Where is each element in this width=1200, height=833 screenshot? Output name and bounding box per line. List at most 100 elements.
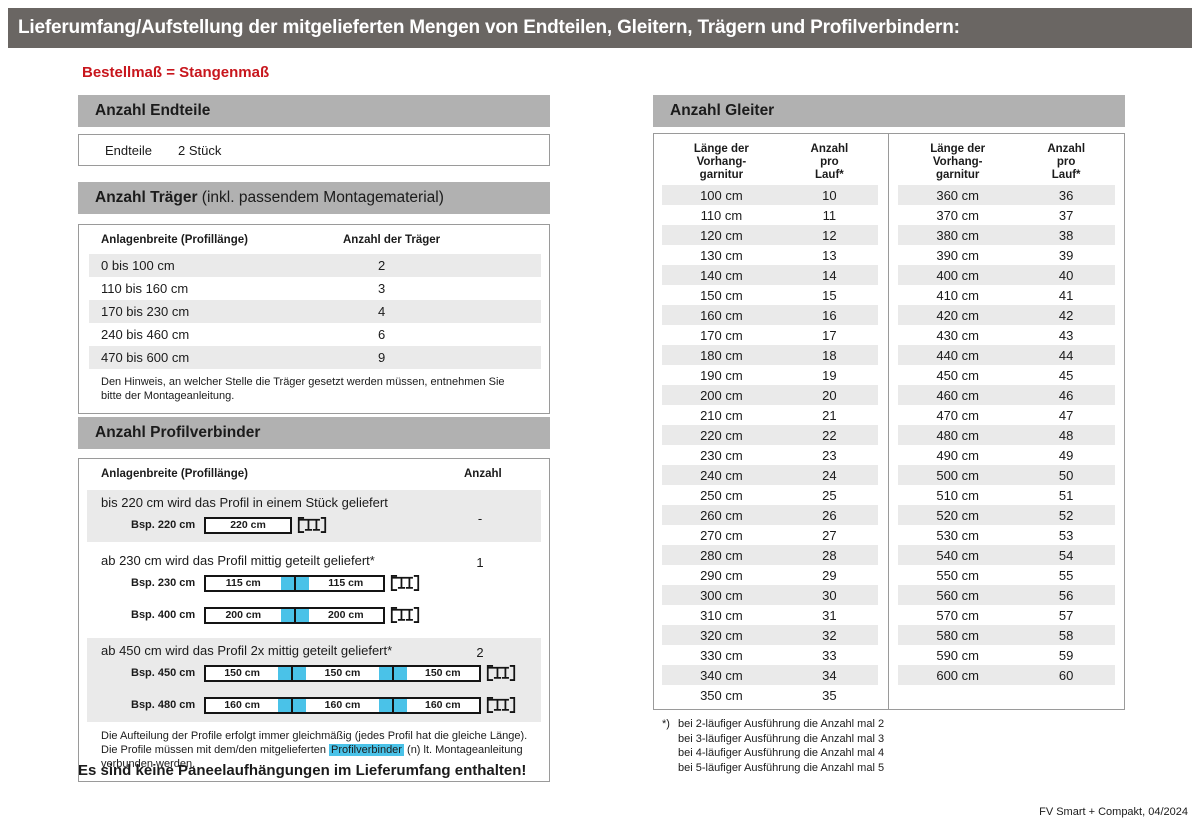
cell-length: 190 cm bbox=[700, 367, 743, 383]
cell-length: 260 cm bbox=[700, 507, 743, 523]
profile-section: ab 450 cm wird das Profil 2x mittig gete… bbox=[87, 638, 541, 722]
gleiter-rows-left: 100 cm 10 110 cm 11 120 cm 12 130 cm 13 140 cm 14… bbox=[654, 185, 888, 705]
section-title: Anzahl Träger bbox=[95, 189, 198, 206]
cell-length: 290 cm bbox=[700, 567, 743, 583]
section-header-endteile: Anzahl Endteile bbox=[78, 95, 550, 127]
segment-length: 115 cm bbox=[328, 576, 364, 589]
cell-length: 150 cm bbox=[700, 287, 743, 303]
table-row: 280 cm 28 bbox=[662, 545, 878, 565]
table-row: 110 cm 11 bbox=[662, 205, 878, 225]
profile-end-icon bbox=[486, 665, 516, 681]
cell-count: 23 bbox=[822, 447, 837, 463]
profile-bar: 220 cm bbox=[204, 516, 292, 534]
section-title: Anzahl Gleiter bbox=[670, 102, 775, 119]
cell-count: 10 bbox=[822, 187, 837, 203]
anzahl-value: - bbox=[477, 511, 483, 526]
cell-length: 490 cm bbox=[936, 447, 979, 463]
table-row: 570 cm 57 bbox=[898, 605, 1115, 625]
cell-length: 340 cm bbox=[700, 667, 743, 683]
cell-range: 240 bis 460 cm bbox=[101, 327, 190, 342]
connector-segment bbox=[378, 696, 407, 714]
table-row: 560 cm 56 bbox=[898, 585, 1115, 605]
cell-count: 9 bbox=[378, 350, 386, 365]
profile-bar: 200 cm 200 cm bbox=[204, 606, 385, 624]
cell-count: 35 bbox=[822, 687, 837, 703]
table-row: 360 cm 36 bbox=[898, 185, 1115, 205]
cell-range: 170 bis 230 cm bbox=[101, 304, 190, 319]
column-header-anlagenbreite: Anlagenbreite (Profillänge) bbox=[101, 234, 248, 246]
cell-length: 100 cm bbox=[700, 187, 743, 203]
cell-count: 13 bbox=[822, 247, 837, 263]
gleiter-table-right: Länge der Vorhang- garnitur Anzahl pro L… bbox=[890, 134, 1125, 709]
endteile-label: Endteile bbox=[105, 142, 152, 158]
table-row: 390 cm 39 bbox=[898, 245, 1115, 265]
cell-count: 55 bbox=[1058, 567, 1074, 583]
profile-section: ab 230 cm wird das Profil mittig geteilt… bbox=[87, 548, 541, 632]
endteile-box: Endteile 2 Stück bbox=[78, 134, 550, 166]
table-row: 540 cm 54 bbox=[898, 545, 1115, 565]
cell-length: 420 cm bbox=[936, 307, 979, 323]
table-row: 500 cm 50 bbox=[898, 465, 1115, 485]
segment-length: 200 cm bbox=[327, 608, 364, 621]
cell-length: 350 cm bbox=[700, 687, 743, 703]
cell-count: 44 bbox=[1058, 347, 1074, 363]
table-row: 400 cm 40 bbox=[898, 265, 1115, 285]
cell-length: 480 cm bbox=[936, 427, 979, 443]
table-row: 100 cm 10 bbox=[662, 185, 878, 205]
section-title: Anzahl Endteile bbox=[95, 102, 211, 119]
table-row: 200 cm 20 bbox=[662, 385, 878, 405]
profile-end-icon bbox=[390, 573, 420, 593]
cell-count: 27 bbox=[822, 527, 837, 543]
cell-length: 280 cm bbox=[700, 547, 743, 563]
order-size-note: Bestellmaß = Stangenmaß bbox=[82, 64, 270, 81]
segment-length: 150 cm bbox=[324, 666, 361, 679]
profile-end-icon bbox=[390, 575, 420, 591]
table-row: 520 cm 52 bbox=[898, 505, 1115, 525]
cell-count: 16 bbox=[822, 307, 837, 323]
table-row: 550 cm 55 bbox=[898, 565, 1115, 585]
table-row: 330 cm 33 bbox=[662, 645, 878, 665]
cell-count: 46 bbox=[1058, 387, 1074, 403]
table-row: 160 cm 16 bbox=[662, 305, 878, 325]
cell-count: 38 bbox=[1058, 227, 1074, 243]
connector-segment bbox=[280, 574, 309, 592]
cell-length: 510 cm bbox=[936, 487, 979, 503]
profile-end-icon bbox=[297, 517, 327, 533]
gleiter-footnotes: *) bei 2-läufiger Ausführung die Anzahl … bbox=[662, 717, 884, 775]
cell-length: 140 cm bbox=[700, 267, 743, 283]
cell-count: 45 bbox=[1058, 367, 1074, 383]
column-header-laenge: Länge der Vorhang- garnitur bbox=[930, 143, 986, 181]
table-row: 0 bis 100 cm 2 bbox=[89, 254, 541, 277]
cell-length: 400 cm bbox=[936, 267, 979, 283]
example-label: Bsp. 230 cm bbox=[131, 577, 196, 589]
table-row: 140 cm 14 bbox=[662, 265, 878, 285]
table-row: 170 bis 230 cm 4 bbox=[89, 300, 541, 323]
table-row: 230 cm 23 bbox=[662, 445, 878, 465]
cell-count: 43 bbox=[1058, 327, 1074, 343]
cell-length: 540 cm bbox=[936, 547, 979, 563]
table-row: 450 cm 45 bbox=[898, 365, 1115, 385]
table-row: 290 cm 29 bbox=[662, 565, 878, 585]
cell-count: 12 bbox=[822, 227, 837, 243]
example-row: Bsp. 480 cm 160 cm 160 cm 160 cm bbox=[131, 696, 541, 714]
document-footer: FV Smart + Compakt, 04/2024 bbox=[1039, 806, 1188, 818]
section-header-gleiter: Anzahl Gleiter bbox=[653, 95, 1125, 127]
table-row: 480 cm 48 bbox=[898, 425, 1115, 445]
cell-length: 250 cm bbox=[700, 487, 743, 503]
gleiter-table-header: Länge der Vorhang- garnitur Anzahl pro L… bbox=[890, 134, 1125, 185]
cell-count: 30 bbox=[822, 587, 837, 603]
profile-bar: 150 cm 150 cm 150 cm bbox=[204, 664, 481, 682]
anzahl-value: 2 bbox=[476, 645, 484, 660]
example-label: Bsp. 480 cm bbox=[131, 699, 196, 711]
table-row: 120 cm 12 bbox=[662, 225, 878, 245]
cell-length: 570 cm bbox=[936, 607, 979, 623]
cell-count: 20 bbox=[822, 387, 837, 403]
example-label: Bsp. 220 cm bbox=[131, 519, 196, 531]
note-text: (n) lt. Montageanleitung verbunden werde… bbox=[101, 744, 523, 770]
table-row: 350 cm 35 bbox=[662, 685, 878, 705]
paneel-warning: Es sind keine Paneelaufhängungen im Lief… bbox=[78, 762, 527, 779]
gleiter-table-left: Länge der Vorhang- garnitur Anzahl pro L… bbox=[654, 134, 889, 709]
table-row: 220 cm 22 bbox=[662, 425, 878, 445]
table-row: 240 cm 24 bbox=[662, 465, 878, 485]
column-header-anzahl-pro-lauf: Anzahl pro Lauf* bbox=[810, 143, 849, 181]
